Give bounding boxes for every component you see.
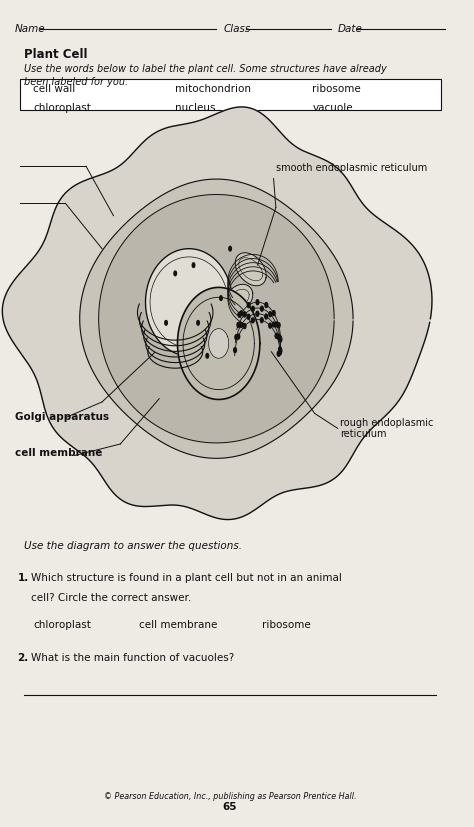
Polygon shape [99, 194, 334, 443]
Circle shape [279, 337, 282, 342]
Text: What is the main function of vacuoles?: What is the main function of vacuoles? [31, 653, 234, 663]
Text: smooth endoplasmic reticulum: smooth endoplasmic reticulum [276, 163, 427, 173]
Circle shape [240, 311, 243, 316]
Text: 1.: 1. [18, 572, 28, 582]
Circle shape [235, 335, 237, 340]
Text: Name: Name [15, 25, 46, 35]
Text: cell membrane: cell membrane [15, 448, 102, 458]
Circle shape [237, 323, 240, 327]
Circle shape [206, 353, 209, 358]
Circle shape [269, 312, 272, 317]
Circle shape [247, 314, 250, 319]
Circle shape [165, 321, 167, 325]
Text: mitochondrion: mitochondrion [175, 84, 251, 93]
Text: Use the words below to label the plant cell. Some structures have already: Use the words below to label the plant c… [24, 64, 387, 74]
Circle shape [237, 334, 240, 339]
Circle shape [219, 296, 222, 300]
Text: ribosome: ribosome [312, 84, 361, 93]
Circle shape [252, 306, 254, 311]
Circle shape [279, 336, 282, 341]
Text: chloroplast: chloroplast [33, 103, 91, 112]
Circle shape [277, 323, 280, 327]
Circle shape [273, 311, 275, 316]
Text: nucleus: nucleus [175, 103, 216, 112]
Text: Plant Cell: Plant Cell [24, 47, 88, 60]
Text: Golgi apparatus: Golgi apparatus [15, 412, 109, 422]
Circle shape [275, 322, 278, 327]
Circle shape [238, 313, 240, 317]
Circle shape [260, 318, 263, 323]
Circle shape [229, 246, 231, 251]
Text: been labeled for you.: been labeled for you. [24, 77, 128, 87]
Text: Plant Cell: Plant Cell [201, 122, 260, 131]
Text: chloroplast: chloroplast [33, 620, 91, 630]
Text: © Pearson Education, Inc., publishing as Pearson Prentice Hall.: © Pearson Education, Inc., publishing as… [104, 792, 356, 801]
Circle shape [279, 350, 282, 355]
Text: 2.: 2. [18, 653, 28, 663]
Circle shape [269, 323, 272, 328]
Circle shape [256, 299, 259, 304]
Circle shape [197, 321, 200, 325]
Text: cell? Circle the correct answer.: cell? Circle the correct answer. [31, 593, 191, 603]
Text: cell membrane: cell membrane [138, 620, 217, 630]
Text: 65: 65 [223, 802, 237, 812]
Circle shape [265, 303, 268, 308]
Circle shape [277, 334, 280, 339]
Circle shape [275, 333, 278, 338]
Polygon shape [226, 284, 253, 312]
Circle shape [240, 323, 243, 327]
Polygon shape [235, 253, 266, 286]
Circle shape [174, 271, 176, 275]
Text: ribosome: ribosome [262, 620, 311, 630]
Text: Use the diagram to answer the questions.: Use the diagram to answer the questions. [24, 541, 242, 552]
Text: Which structure is found in a plant cell but not in an animal: Which structure is found in a plant cell… [31, 572, 342, 582]
Circle shape [251, 318, 254, 323]
Circle shape [277, 351, 280, 356]
Polygon shape [178, 288, 260, 399]
Circle shape [279, 348, 282, 353]
Circle shape [261, 306, 263, 311]
Circle shape [256, 311, 259, 316]
Circle shape [234, 347, 237, 352]
Circle shape [272, 322, 275, 327]
Circle shape [265, 314, 267, 319]
Circle shape [279, 347, 282, 351]
Circle shape [247, 303, 250, 308]
Text: Class: Class [223, 25, 250, 35]
Circle shape [243, 323, 246, 328]
Text: cell wall: cell wall [33, 84, 76, 93]
Polygon shape [146, 249, 232, 356]
Polygon shape [2, 107, 432, 519]
Text: rough endoplasmic
reticulum: rough endoplasmic reticulum [340, 418, 433, 439]
Text: vacuole: vacuole [312, 103, 353, 112]
Circle shape [192, 263, 195, 267]
Polygon shape [209, 328, 229, 358]
Polygon shape [80, 179, 353, 458]
Text: Date: Date [337, 25, 363, 35]
Bar [20, 79, 440, 110]
Circle shape [243, 312, 246, 317]
